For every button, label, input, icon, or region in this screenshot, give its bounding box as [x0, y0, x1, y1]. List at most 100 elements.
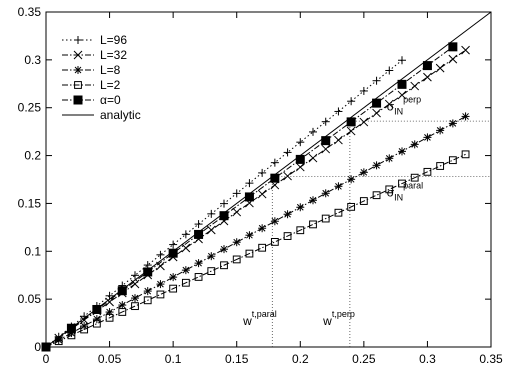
- data-point: [169, 284, 178, 293]
- data-point: [283, 210, 292, 219]
- data-point: [283, 148, 292, 157]
- data-point: [448, 54, 458, 64]
- data-point: [118, 301, 127, 310]
- annotation-label: σINperp: [387, 95, 421, 117]
- data-point: [74, 81, 82, 89]
- data-point: [309, 220, 317, 229]
- annotation-subscript: IN: [394, 193, 403, 203]
- data-point: [220, 199, 228, 208]
- data-point: [270, 173, 280, 183]
- data-point: [130, 279, 140, 289]
- y-tick-label: 0.35: [18, 5, 42, 19]
- data-point: [194, 220, 203, 229]
- data-point: [359, 197, 368, 205]
- data-point: [359, 168, 368, 177]
- annotation-superscript: paral: [403, 181, 423, 191]
- legend-entry-label: L=2: [100, 78, 121, 92]
- data-point: [117, 286, 127, 296]
- data-point: [181, 230, 190, 239]
- data-point: [308, 153, 318, 163]
- data-point: [66, 323, 76, 333]
- data-point: [398, 147, 406, 156]
- y-tick-label: 0.05: [18, 292, 42, 306]
- data-point: [74, 36, 82, 44]
- y-tick-label: 0.2: [24, 149, 41, 163]
- data-point: [321, 189, 330, 198]
- data-point: [105, 291, 114, 300]
- data-point: [372, 76, 381, 85]
- data-point: [143, 287, 152, 296]
- data-point: [270, 217, 279, 226]
- data-point: [220, 261, 228, 270]
- data-point: [206, 225, 216, 235]
- x-tick-label: 0.25: [352, 352, 376, 366]
- data-point: [232, 207, 242, 217]
- data-point: [131, 294, 139, 303]
- data-point: [92, 319, 101, 328]
- data-point: [245, 179, 254, 188]
- legend-entry-label: L=96: [100, 33, 127, 47]
- data-point: [347, 175, 356, 184]
- data-point: [80, 325, 89, 334]
- y-tick-label: 0.15: [18, 196, 42, 210]
- data-point: [436, 162, 445, 170]
- series-line-4: [45, 46, 454, 348]
- data-point: [334, 107, 343, 116]
- data-point: [436, 126, 445, 135]
- annotation-base: w: [322, 314, 332, 328]
- data-point: [372, 108, 381, 118]
- annotation-base: w: [242, 314, 252, 328]
- data-point: [168, 248, 178, 258]
- data-point: [410, 173, 419, 182]
- y-tick-label: 0: [34, 340, 41, 354]
- data-point: [258, 168, 267, 177]
- x-tick-label: 0.3: [419, 352, 436, 366]
- data-point: [270, 238, 279, 246]
- data-point: [321, 136, 331, 146]
- y-tick-label: 0.3: [24, 53, 41, 67]
- data-point: [258, 243, 267, 252]
- annotation-base: σ: [387, 100, 395, 114]
- annotation-superscript: t,perp: [332, 309, 355, 319]
- data-point: [461, 45, 470, 55]
- x-tick-label: 0.15: [225, 352, 249, 366]
- data-point: [73, 95, 83, 105]
- data-point: [309, 196, 317, 205]
- data-point: [194, 273, 203, 281]
- data-point: [92, 315, 101, 324]
- x-tick-label: 0: [43, 352, 50, 366]
- y-tick-label: 0.25: [18, 101, 42, 115]
- annotation-label: wt,paral: [242, 309, 277, 328]
- data-point: [448, 156, 457, 165]
- x-tick-label: 0.35: [479, 352, 503, 366]
- data-point: [448, 119, 457, 128]
- data-point: [296, 226, 305, 235]
- data-point: [219, 211, 229, 221]
- data-point: [359, 86, 368, 95]
- data-point: [359, 117, 369, 127]
- annotation-superscript: t,paral: [252, 309, 277, 319]
- data-point: [422, 61, 432, 71]
- axis-ticks: 0 0.05 0.1 0.15 0.2 0.25 0.3 0.35 0 0.05 0.1 0.15 0.…: [18, 5, 503, 366]
- legend-entry-label: L=32: [100, 48, 127, 62]
- data-point: [118, 308, 127, 316]
- data-point: [244, 192, 254, 202]
- data-point: [448, 42, 458, 52]
- data-point: [169, 240, 178, 249]
- data-point: [334, 182, 343, 191]
- data-point: [296, 203, 305, 212]
- data-point: [321, 214, 330, 223]
- annotation-superscript: perp: [403, 95, 421, 105]
- data-point: [385, 66, 394, 75]
- legend-entry-label: analytic: [100, 108, 141, 122]
- y-tick-label: 0.1: [24, 244, 41, 258]
- data-point: [372, 161, 381, 170]
- data-point: [207, 209, 216, 218]
- data-point: [435, 63, 445, 73]
- data-point: [397, 79, 407, 89]
- data-point: [398, 56, 406, 65]
- annotation-base: σ: [387, 186, 395, 200]
- data-point: [73, 50, 83, 60]
- data-point: [410, 140, 419, 149]
